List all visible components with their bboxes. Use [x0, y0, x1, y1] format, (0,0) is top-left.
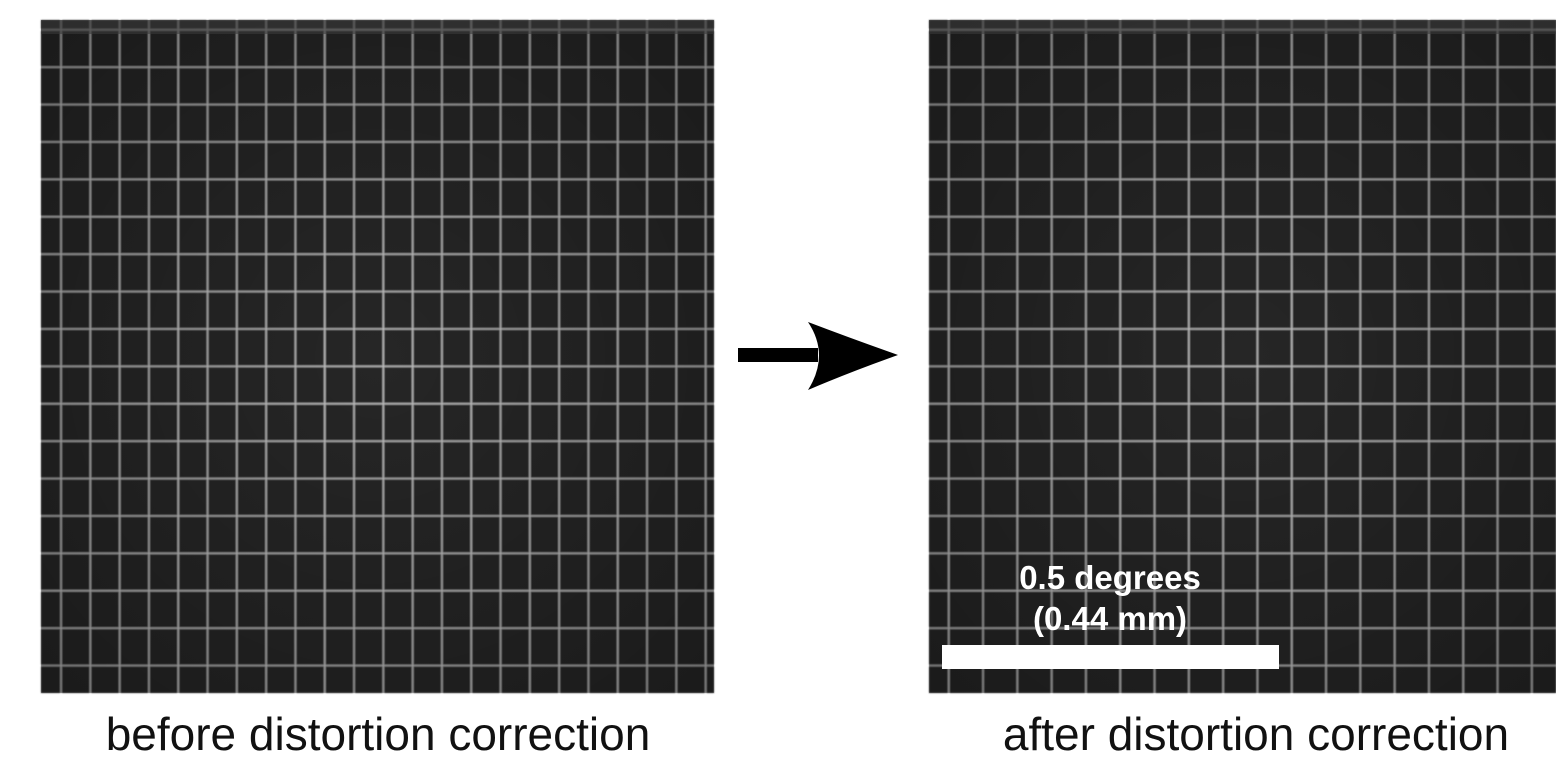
scale-bar	[942, 645, 1279, 669]
figure: 0.5 degrees (0.44 mm) before distortion …	[0, 0, 1556, 768]
caption: after distortion correction	[1003, 708, 1509, 760]
caption: before distortion correction	[106, 708, 651, 760]
scale-label: 0.5 degrees	[1019, 559, 1201, 596]
before-image	[41, 20, 714, 693]
arrow	[738, 322, 898, 390]
scale-label: (0.44 mm)	[1033, 600, 1187, 637]
